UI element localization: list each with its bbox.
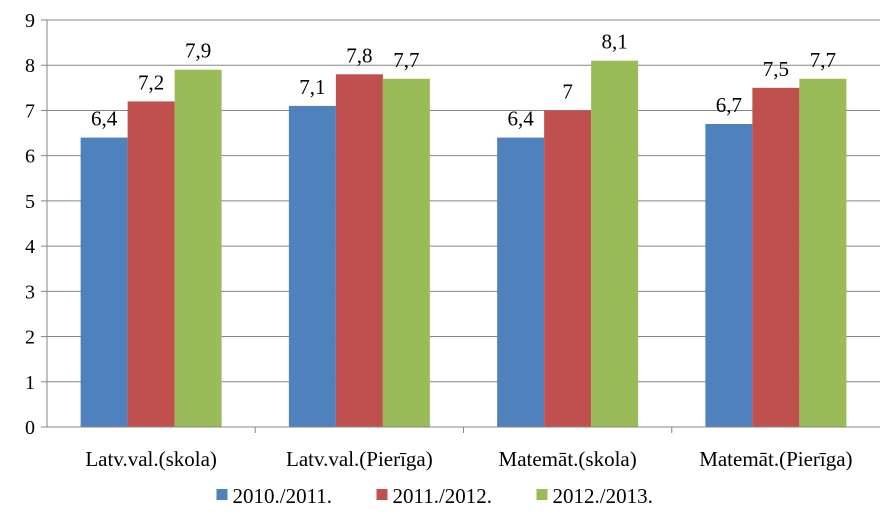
data-label: 7 [562,79,573,103]
data-label: 8,1 [602,30,628,54]
bar [544,110,592,427]
data-label: 6,4 [91,107,118,131]
y-tick-label: 1 [25,372,35,394]
y-tick-label: 5 [25,191,35,213]
x-category-label: Matemāt.(Pierīga) [699,447,852,471]
bar [335,74,383,428]
data-label: 7,7 [393,48,419,72]
legend-label: 2011./2012. [393,484,493,508]
y-tick-label: 8 [25,55,35,77]
data-label: 7,7 [810,48,836,72]
bar [288,105,336,427]
axes [41,19,880,433]
bar [591,60,639,427]
data-label: 7,8 [346,43,372,67]
bar [174,69,222,427]
x-category-label: Latv.val.(Pierīga) [286,447,433,471]
data-label: 7,5 [763,57,789,81]
y-tick-label: 0 [25,417,35,439]
x-category-label: Matemāt.(skola) [499,447,637,471]
data-label: 6,4 [508,107,535,131]
y-tick-label: 7 [25,100,35,122]
data-label: 6,7 [716,93,742,117]
data-label: 7,1 [299,75,325,99]
bar [127,101,175,428]
legend: 2010./2011. 2011./2012. 2012./2013. [216,484,653,508]
legend-swatch [376,489,388,500]
data-label: 7,9 [185,39,211,63]
y-tick-label: 4 [25,236,35,258]
bar [80,137,128,428]
legend-label: 2012./2013. [553,484,653,508]
data-label: 7,2 [138,70,164,94]
y-tick-label: 2 [25,327,35,349]
bar [799,78,847,428]
bar [705,124,753,427]
bar [497,137,545,428]
y-tick-label: 6 [25,146,35,168]
legend-swatch [536,489,548,500]
x-category-label: Latv.val.(skola) [85,447,217,471]
bar [752,87,800,427]
y-tick-label: 9 [25,10,35,32]
labels: 0 1 2 3 4 5 6 7 8 9 6,4 7,2 7,9 Latv.val.(skola) 7,1 7,… [25,10,853,471]
bar [382,78,430,428]
legend-label: 2010./2011. [233,484,333,508]
bars [80,60,847,428]
y-tick-label: 3 [25,281,35,303]
legend-swatch [216,489,228,500]
